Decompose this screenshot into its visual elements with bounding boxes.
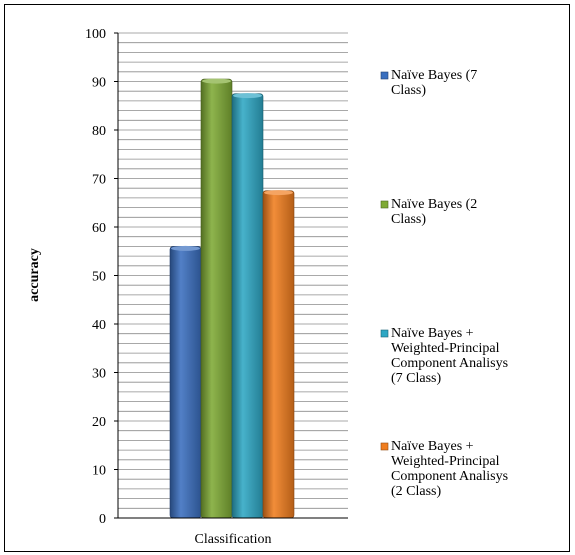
bar-body [169, 246, 202, 519]
legend-swatch [380, 329, 389, 338]
y-axis-ticks: 0 10 20 30 40 50 60 70 80 90 100 [85, 27, 118, 527]
legend-item: Naïve Bayes +Weighted-PrincipalComponent… [380, 439, 508, 499]
legend-label: (2 Class) [391, 484, 442, 499]
y-tick-label: 50 [92, 270, 106, 285]
legend-label: Component Analisys [391, 356, 508, 371]
y-tick-label: 100 [85, 27, 106, 42]
bar-cap [171, 245, 200, 251]
bar-body [262, 190, 295, 519]
legend-label: Naïve Bayes (7 [391, 68, 477, 83]
bar-cap [264, 190, 293, 196]
legend-swatch [380, 71, 389, 80]
legend-label: Weighted-Principal [391, 341, 500, 356]
y-axis-label: accuracy [27, 248, 42, 302]
bar-body [231, 93, 264, 519]
bar [200, 78, 233, 519]
y-tick-label: 30 [92, 367, 106, 382]
legend-label: Naïve Bayes + [391, 326, 474, 341]
legend-label: Naïve Bayes (2 [391, 197, 477, 212]
y-tick-label: 60 [92, 221, 106, 236]
legend-label: Component Analisys [391, 469, 508, 484]
y-tick-label: 0 [99, 512, 106, 527]
legend-swatch [380, 442, 389, 451]
bar-body [200, 78, 233, 519]
y-tick-label: 70 [92, 173, 106, 188]
y-tick-label: 40 [92, 318, 106, 333]
bars [169, 78, 295, 519]
y-tick-label: 80 [92, 124, 106, 139]
x-category-label: Classification [195, 532, 272, 547]
y-tick-label: 10 [92, 464, 106, 479]
legend-label: (7 Class) [391, 371, 442, 386]
bar [231, 93, 264, 519]
bar [169, 245, 202, 519]
legend-swatch [380, 200, 389, 209]
bar-cap [233, 93, 262, 99]
legend-label: Class) [391, 212, 426, 227]
bar [262, 190, 295, 519]
legend-label: Class) [391, 83, 426, 98]
legend-label: Naïve Bayes + [391, 439, 474, 454]
bar-cap [202, 78, 231, 84]
y-tick-label: 90 [92, 76, 106, 91]
y-tick-label: 20 [92, 415, 106, 430]
legend-label: Weighted-Principal [391, 454, 500, 469]
legend-item: Naïve Bayes +Weighted-PrincipalComponent… [380, 326, 508, 386]
axes [114, 33, 348, 519]
